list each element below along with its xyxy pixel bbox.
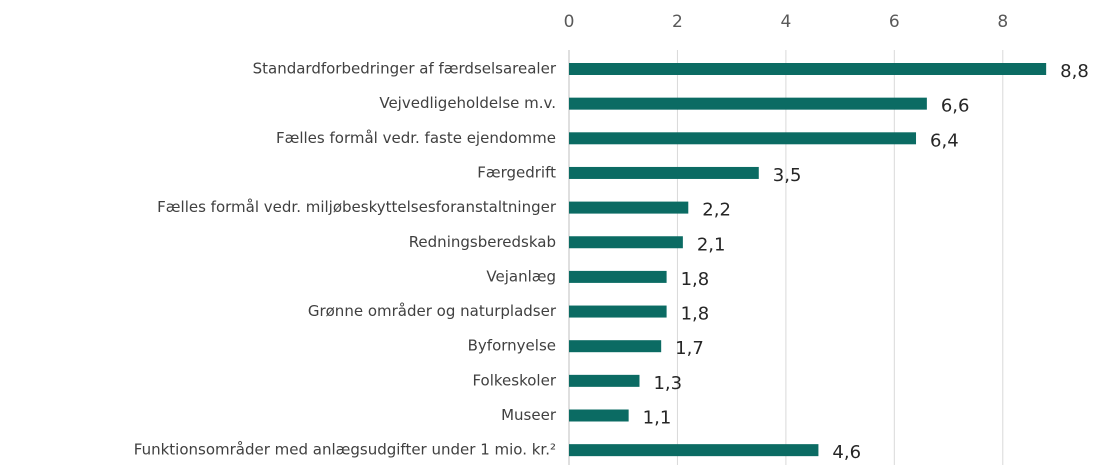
- category-label: Fælles formål vedr. faste ejendomme: [276, 129, 556, 147]
- bar: [569, 340, 662, 353]
- value-label: 4,6: [832, 442, 861, 463]
- value-label: 2,1: [697, 234, 726, 255]
- category-label: Folkeskoler: [472, 371, 556, 389]
- x-tick-label: 8: [997, 12, 1008, 32]
- x-tick-label: 4: [780, 12, 791, 32]
- value-label: 2,2: [702, 200, 731, 221]
- bar: [569, 444, 819, 457]
- bar: [569, 270, 667, 283]
- bar: [569, 236, 683, 249]
- value-label: 1,8: [681, 304, 710, 325]
- bar: [569, 166, 759, 179]
- bar: [569, 201, 689, 214]
- category-label: Funktionsområder med anlægsudgifter unde…: [134, 441, 556, 459]
- category-label: Byfornyelse: [468, 337, 556, 355]
- value-label: 1,7: [675, 338, 704, 359]
- category-label: Grønne områder og naturpladser: [308, 302, 557, 320]
- x-tick-label: 0: [564, 12, 575, 32]
- value-label: 3,5: [773, 165, 802, 186]
- bar: [569, 374, 640, 387]
- bar: [569, 63, 1047, 75]
- value-label: 6,4: [930, 130, 959, 151]
- category-label: Vejvedligeholdelse m.v.: [379, 94, 556, 112]
- category-label: Museer: [501, 406, 557, 424]
- value-label: 6,6: [941, 96, 970, 117]
- category-label: Vejanlæg: [486, 267, 556, 285]
- category-label: Redningsberedskab: [409, 233, 556, 251]
- x-tick-label: 2: [672, 12, 683, 32]
- bar: [569, 409, 629, 422]
- bar: [569, 132, 917, 145]
- value-label: 8,8: [1060, 61, 1089, 82]
- value-label: 1,8: [681, 269, 710, 290]
- value-label: 1,3: [653, 373, 682, 394]
- category-label: Standardforbedringer af færdselsarealer: [253, 60, 557, 78]
- category-label: Fælles formål vedr. miljøbeskyttelsesfor…: [157, 198, 557, 216]
- bar: [569, 97, 927, 110]
- category-label: Færgedrift: [477, 163, 556, 181]
- x-tick-label: 6: [889, 12, 900, 32]
- bar: [569, 305, 667, 318]
- value-label: 1,1: [643, 408, 672, 429]
